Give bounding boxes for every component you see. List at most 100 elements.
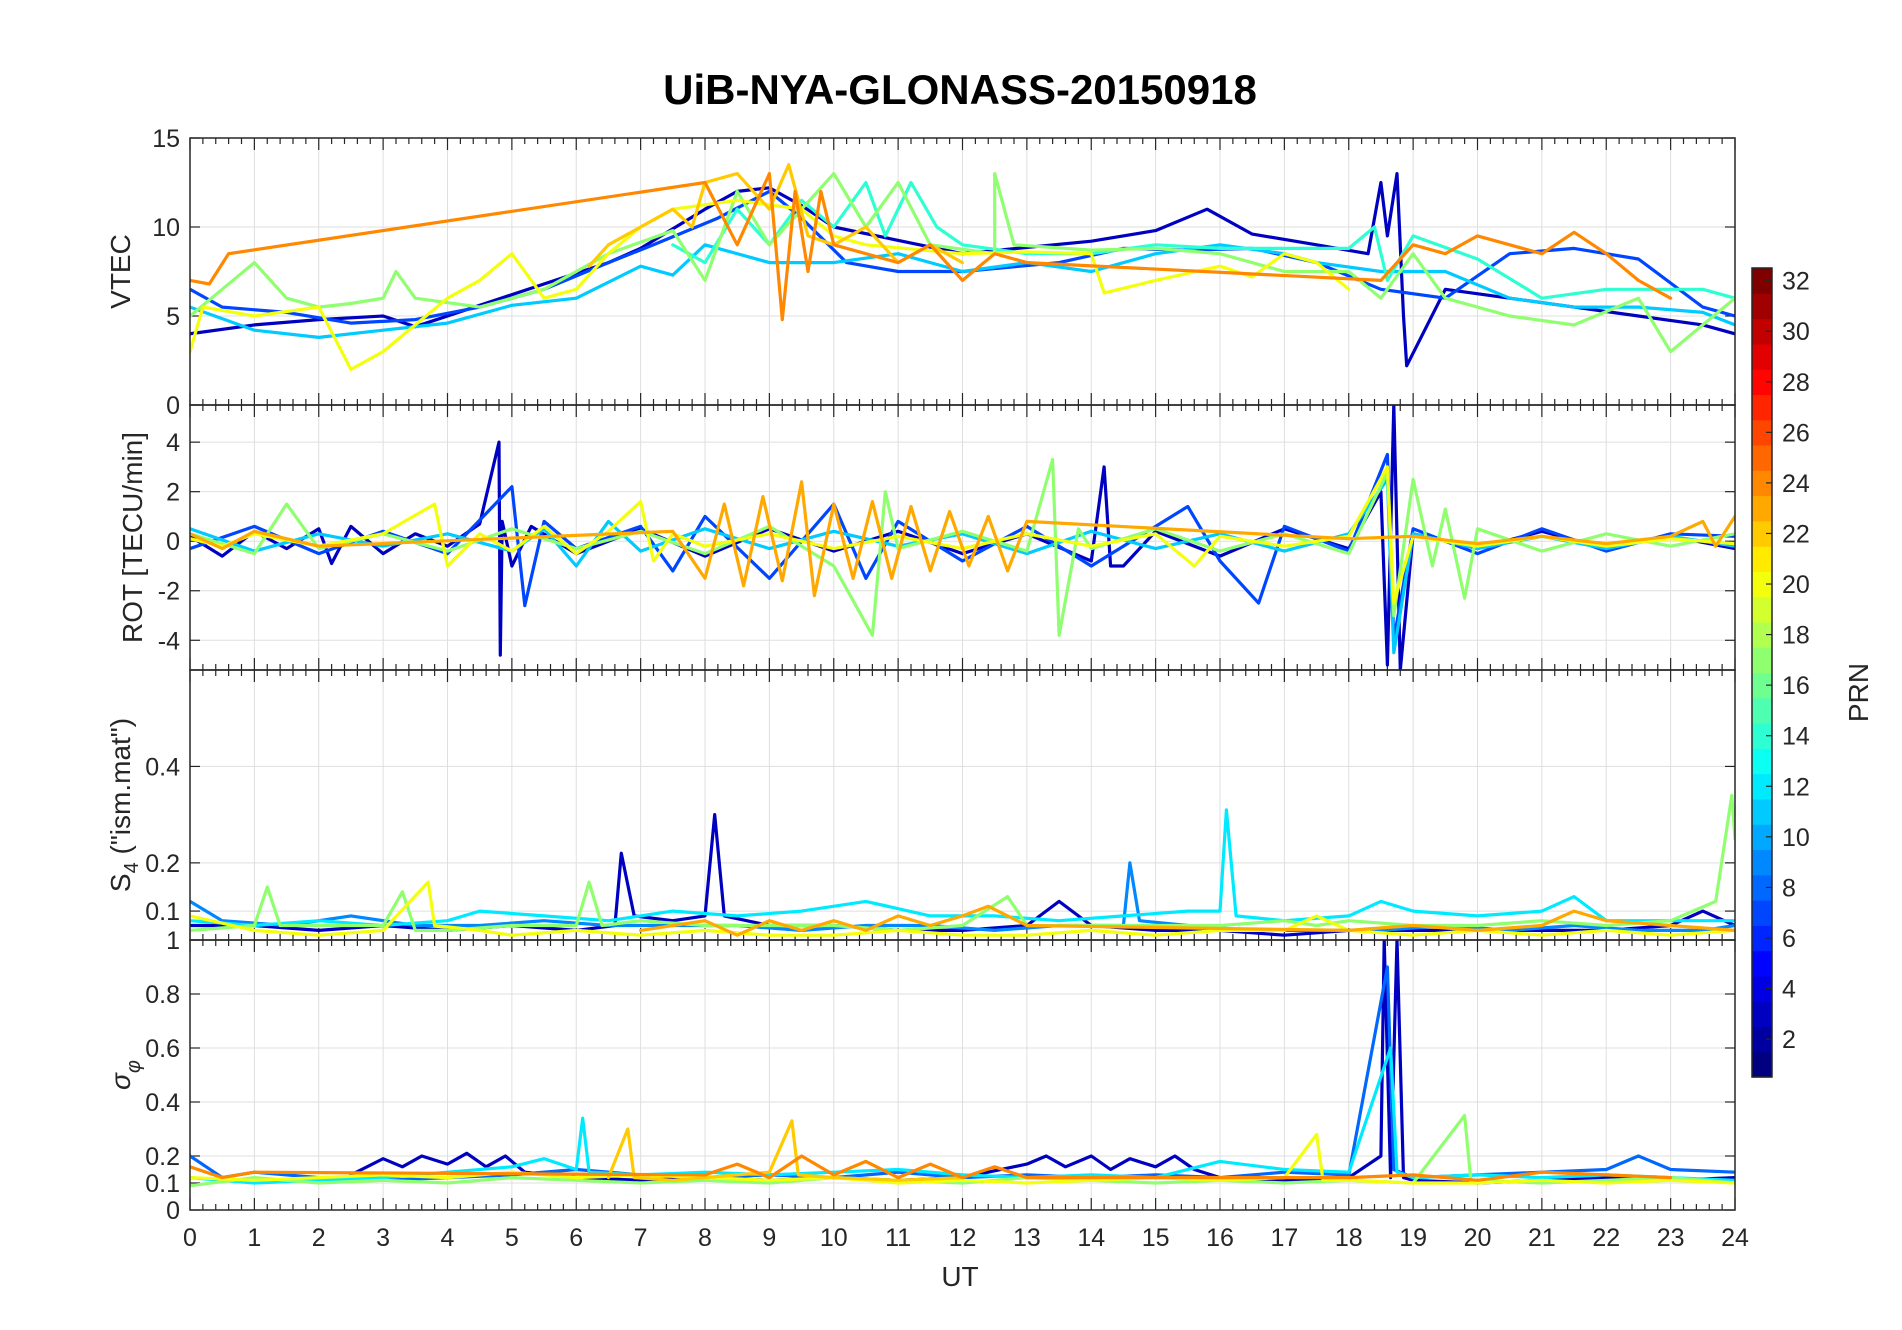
x-tick-label: 24 — [1721, 1224, 1749, 1252]
colorbar-cell — [1752, 293, 1772, 320]
x-tick-label: 15 — [1142, 1224, 1170, 1252]
colorbar-tick-label: 14 — [1782, 723, 1810, 751]
colorbar-label: PRN — [1843, 663, 1874, 722]
x-tick-label: 21 — [1528, 1224, 1556, 1252]
y-tick-label: 0 — [166, 528, 180, 556]
colorbar-tick-label: 4 — [1782, 976, 1796, 1004]
y-tick-label: 0.4 — [145, 1089, 180, 1117]
colorbar-cell — [1752, 975, 1772, 1002]
y-tick-label: 0.1 — [145, 898, 180, 926]
series-line-prn-22 — [587, 163, 965, 268]
x-tick-label: 1 — [247, 1224, 261, 1252]
series-line-prn-20 — [190, 465, 1735, 605]
y-tick-label: 0.8 — [145, 981, 180, 1009]
colorbar-frame — [1751, 267, 1773, 1078]
y-axis-label-rot: ROT [TECU/min] — [117, 432, 148, 643]
colorbar-tick-label: 30 — [1782, 318, 1810, 346]
series-line-prn-7 — [190, 189, 1735, 325]
colorbar-cell — [1752, 369, 1772, 396]
y-axis-label-sigma_phi: σφ — [105, 1060, 145, 1090]
colorbar-cell — [1752, 495, 1772, 522]
colorbar-cell — [1752, 394, 1772, 421]
x-tick-label: 2 — [312, 1224, 326, 1252]
x-tick-label: 3 — [376, 1224, 390, 1252]
colorbar-cell — [1752, 520, 1772, 547]
colorbar-cell — [1752, 419, 1772, 446]
y-tick-label: 0.2 — [145, 850, 180, 878]
colorbar-cell — [1752, 723, 1772, 749]
x-tick-label: 13 — [1013, 1224, 1041, 1252]
x-tick-label: 7 — [634, 1224, 648, 1252]
series-group — [190, 793, 1735, 937]
x-tick-label: 6 — [569, 1224, 583, 1252]
colorbar-cell — [1752, 546, 1772, 572]
y-tick-label: 10 — [152, 214, 180, 242]
colorbar-tick-label: 20 — [1782, 571, 1810, 599]
colorbar-cell — [1752, 621, 1772, 648]
x-tick-label: 17 — [1270, 1224, 1298, 1252]
y-tick-label: 2 — [166, 479, 180, 507]
x-tick-label: 14 — [1077, 1224, 1105, 1252]
y-tick-label: 0.2 — [145, 1143, 180, 1171]
x-tick-label: 18 — [1335, 1224, 1363, 1252]
y-tick-label: 15 — [152, 125, 180, 153]
y-tick-label: 0.6 — [145, 1035, 180, 1063]
colorbar-cell — [1752, 900, 1772, 926]
series-line-prn-3 — [349, 940, 1735, 1185]
series-line-prn-23 — [190, 480, 1735, 598]
x-tick-label: 9 — [762, 1224, 776, 1252]
colorbar-cell — [1752, 470, 1772, 497]
panel-s4: 0.1 0.2 0.4S4 ("ism.mat") — [105, 669, 1736, 941]
x-tick-label: 12 — [949, 1224, 977, 1252]
colorbar-cell — [1752, 874, 1772, 901]
colorbar-cell — [1752, 950, 1772, 977]
series-group — [190, 405, 1735, 670]
panel-rot: -4 -2 0 2 4 ROT [TECU/min] — [117, 404, 1736, 671]
colorbar-tick-label: 16 — [1782, 672, 1810, 700]
x-tick-label: 8 — [698, 1224, 712, 1252]
y-tick-label: 1 — [166, 927, 180, 955]
y-tick-label: -4 — [158, 627, 180, 655]
y-tick-label: 4 — [166, 429, 180, 457]
series-line-prn-11 — [190, 243, 1735, 339]
colorbar-cell — [1752, 596, 1772, 623]
x-tick-label: 23 — [1657, 1224, 1685, 1252]
colorbar-cell — [1752, 1026, 1772, 1053]
y-axis-label-s4: S4 ("ism.mat") — [105, 718, 143, 892]
series-group — [190, 163, 1735, 371]
series-group — [190, 940, 1735, 1188]
colorbar-tick-label: 32 — [1782, 268, 1810, 296]
colorbar-cell — [1752, 318, 1772, 345]
colorbar-tick-label: 10 — [1782, 824, 1810, 852]
x-axis-label: UT — [941, 1261, 978, 1292]
y-tick-label: 0.1 — [145, 1170, 180, 1198]
series-line-prn-20 — [190, 880, 1735, 937]
colorbar-cell — [1752, 798, 1772, 825]
series-line-prn-22 — [606, 1119, 965, 1182]
colorbar-tick-label: 22 — [1782, 520, 1810, 548]
colorbar-cell — [1752, 268, 1772, 294]
colorbar-cell — [1752, 773, 1772, 800]
x-tick-label: 16 — [1206, 1224, 1234, 1252]
colorbar-cell — [1752, 748, 1772, 775]
colorbar-tick-label: 28 — [1782, 369, 1810, 397]
series-line-prn-17 — [190, 457, 1735, 637]
colorbar-cell — [1752, 849, 1772, 876]
x-tick-label: 19 — [1399, 1224, 1427, 1252]
series-line-prn-24 — [190, 172, 1673, 322]
colorbar-cell — [1752, 571, 1772, 598]
colorbar-cell — [1752, 1051, 1772, 1078]
colorbar-cell — [1752, 1001, 1772, 1028]
chart-title: UiB-NYA-GLONASS-20150918 — [663, 66, 1257, 113]
panel-frame — [189, 939, 1736, 1211]
colorbar-cell — [1752, 824, 1772, 851]
colorbar-cell — [1752, 697, 1772, 724]
series-line-prn-24 — [190, 1154, 1673, 1182]
y-tick-label: 0 — [166, 1197, 180, 1225]
x-tick-label: 20 — [1464, 1224, 1492, 1252]
colorbar-cell — [1752, 672, 1772, 699]
